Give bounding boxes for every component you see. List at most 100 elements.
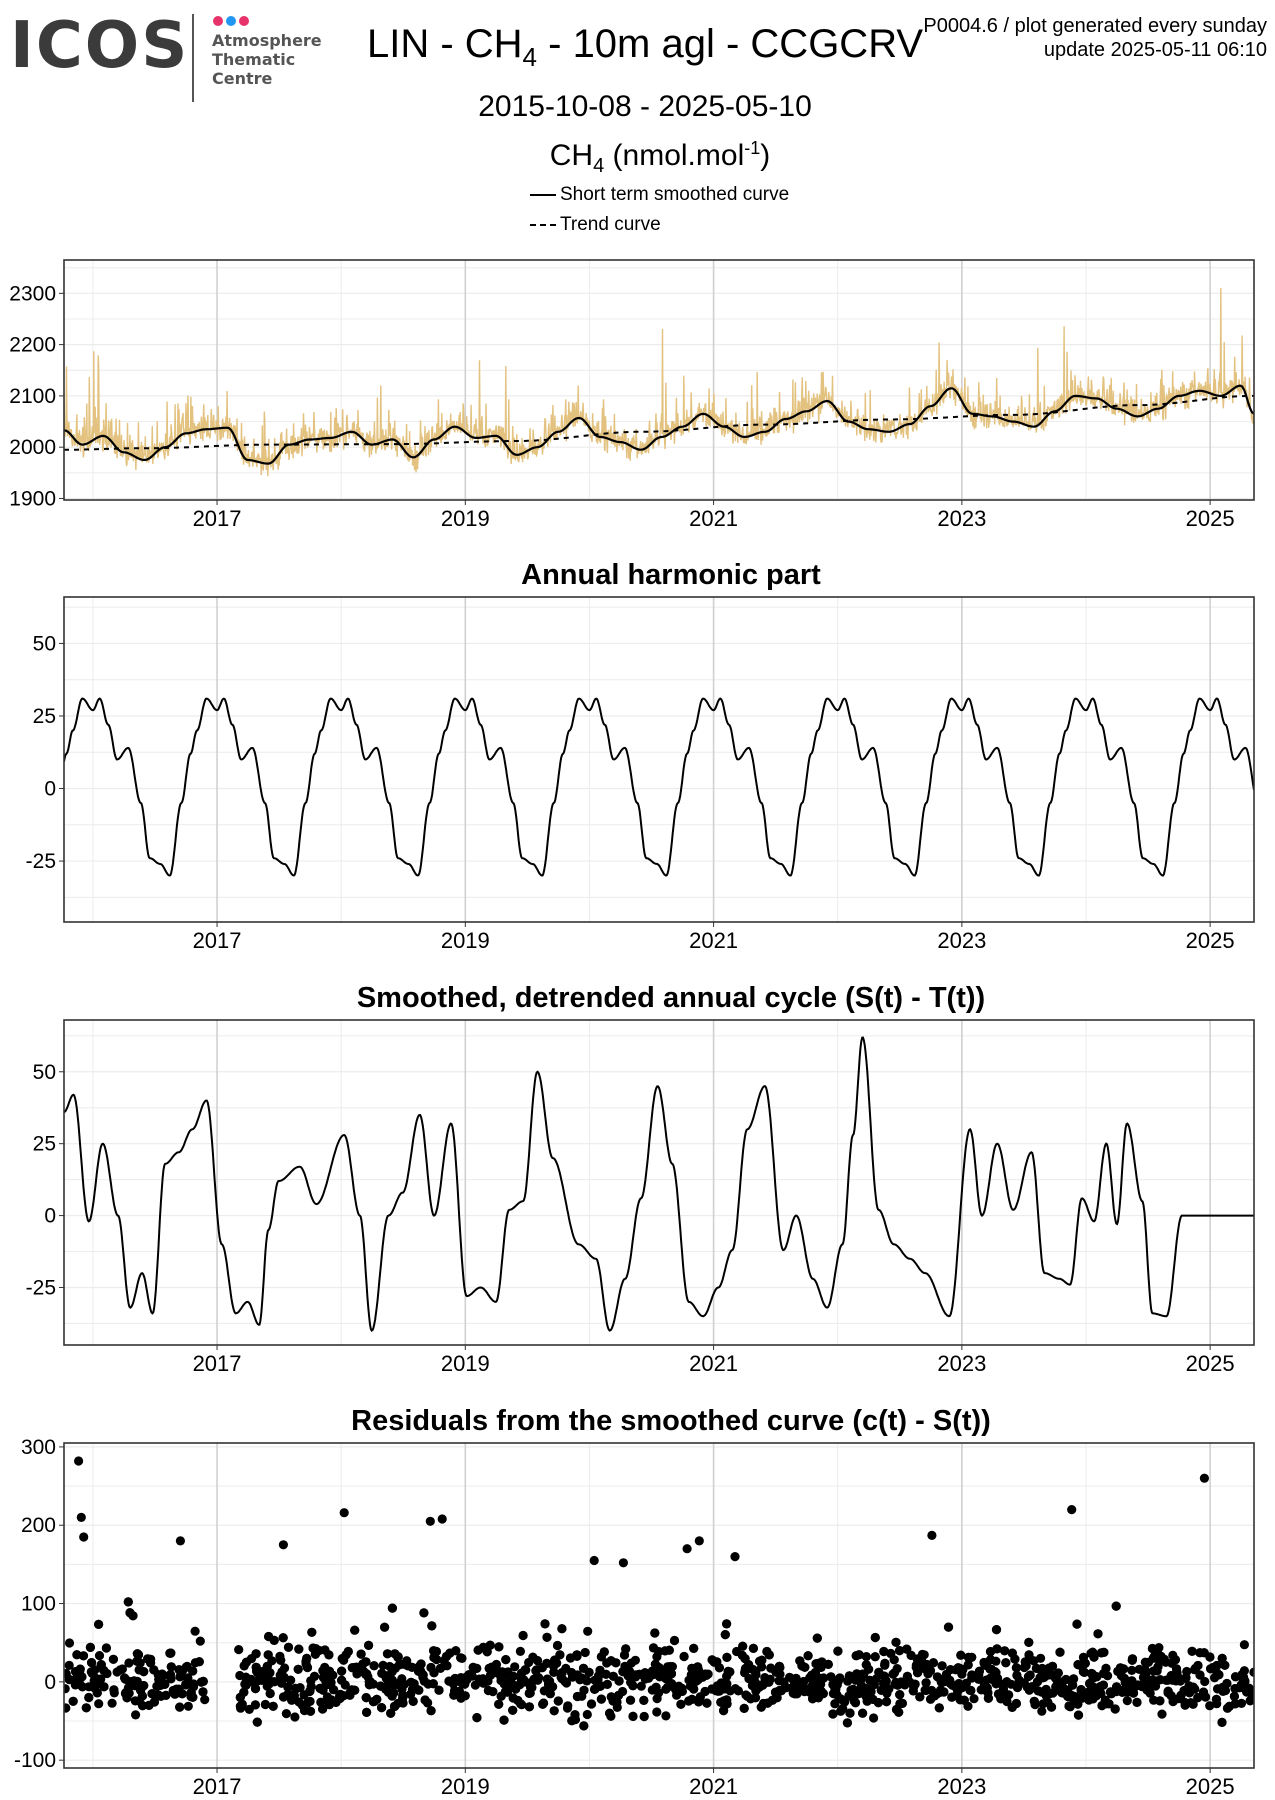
residual-outlier-point — [79, 1532, 89, 1542]
residual-point — [81, 1703, 91, 1713]
residual-point — [636, 1681, 646, 1691]
y-tick-label: 1900 — [9, 487, 56, 510]
residual-point — [472, 1663, 482, 1673]
residual-point — [979, 1657, 989, 1668]
residual-point — [856, 1681, 867, 1691]
residual-point — [412, 1684, 422, 1694]
residual-point — [364, 1680, 374, 1690]
x-tick-label: 2023 — [937, 1351, 986, 1376]
residual-point — [1063, 1691, 1073, 1702]
residual-point — [78, 1651, 89, 1661]
residual-point — [234, 1645, 244, 1655]
residual-point — [1149, 1651, 1160, 1661]
residual-point — [553, 1696, 563, 1706]
residual-point — [77, 1682, 87, 1692]
residual-point — [165, 1670, 175, 1680]
residual-point — [639, 1711, 649, 1722]
chart-panel-1: 1900 2000 2100 2200 2300 2017 2019 2021 2023 2025 — [9, 259, 1255, 531]
residual-point — [408, 1696, 418, 1706]
residual-point — [900, 1680, 910, 1690]
residual-point — [1111, 1601, 1121, 1611]
residual-point — [895, 1646, 905, 1656]
residual-point — [626, 1677, 636, 1687]
residual-point — [499, 1715, 509, 1725]
residual-point — [200, 1695, 210, 1705]
residual-point — [688, 1670, 698, 1680]
residual-outlier-point — [339, 1508, 349, 1518]
residual-point — [803, 1651, 813, 1661]
residual-point — [1044, 1663, 1054, 1673]
legend-key-dashed — [530, 224, 556, 226]
residual-point — [190, 1626, 200, 1636]
panel-title: Residuals from the smoothed curve (c(t) … — [351, 1405, 991, 1437]
chart-panel-3: Smoothed, detrended annual cycle (S(t) -… — [26, 982, 1255, 1376]
residual-point — [1239, 1640, 1249, 1650]
residual-point — [1000, 1646, 1010, 1656]
residual-point — [423, 1679, 433, 1689]
residual-point — [876, 1685, 886, 1695]
residual-point — [268, 1701, 278, 1711]
y-tick-label: 50 — [33, 1061, 56, 1084]
residual-point — [263, 1676, 273, 1686]
residual-point — [137, 1691, 147, 1701]
residual-point — [1086, 1668, 1097, 1679]
residual-point — [264, 1631, 274, 1642]
residual-point — [1101, 1663, 1111, 1673]
residual-point — [235, 1701, 245, 1711]
y-tick-label: 300 — [21, 1436, 56, 1459]
residual-point — [1200, 1676, 1210, 1687]
residual-point — [1088, 1694, 1098, 1704]
residual-point — [168, 1685, 178, 1696]
residual-point — [1043, 1697, 1053, 1707]
residual-outlier-point — [1199, 1473, 1209, 1483]
residual-point — [828, 1709, 838, 1719]
residual-point — [908, 1686, 918, 1696]
residual-point — [639, 1695, 649, 1705]
residual-point — [902, 1671, 913, 1681]
residual-point — [1019, 1678, 1029, 1688]
residual-point — [1237, 1669, 1247, 1680]
residual-point — [947, 1692, 957, 1702]
residual-point — [800, 1662, 810, 1672]
residual-point — [1056, 1679, 1066, 1689]
residual-point — [175, 1672, 185, 1682]
residual-point — [84, 1692, 94, 1703]
residual-point — [1220, 1660, 1230, 1670]
residual-point — [625, 1666, 635, 1677]
residual-point — [584, 1667, 594, 1677]
residual-point — [774, 1661, 785, 1671]
residual-point — [1155, 1696, 1165, 1706]
residual-point — [135, 1658, 145, 1668]
residual-point — [494, 1642, 504, 1652]
residual-point — [402, 1656, 412, 1666]
residual-point — [263, 1650, 273, 1660]
residual-point — [1200, 1692, 1211, 1702]
residual-point — [1138, 1672, 1149, 1682]
x-tick-label: 2025 — [1186, 1774, 1235, 1799]
residual-point — [669, 1635, 680, 1646]
residual-point — [532, 1656, 543, 1666]
residual-point — [586, 1699, 597, 1709]
residual-point — [426, 1706, 436, 1716]
residual-point — [364, 1640, 374, 1650]
y-tick-label: 2200 — [9, 334, 56, 357]
residual-point — [1157, 1709, 1167, 1719]
residual-point — [265, 1668, 275, 1678]
smoothed-curve-line — [64, 384, 1254, 465]
residual-point — [671, 1685, 681, 1695]
residual-point — [934, 1703, 944, 1713]
y-tick-label: 2100 — [9, 385, 56, 408]
residual-point — [1055, 1647, 1065, 1657]
residual-point — [1195, 1670, 1205, 1680]
residual-point — [835, 1673, 845, 1683]
residual-point — [250, 1700, 260, 1710]
residual-point — [361, 1693, 371, 1703]
residual-point — [462, 1672, 472, 1682]
residual-point — [393, 1652, 403, 1662]
residual-point — [486, 1670, 496, 1680]
residual-point — [858, 1708, 868, 1718]
residual-point — [850, 1698, 861, 1708]
residual-point — [542, 1658, 552, 1668]
residual-point — [881, 1697, 892, 1707]
residual-point — [915, 1692, 925, 1702]
